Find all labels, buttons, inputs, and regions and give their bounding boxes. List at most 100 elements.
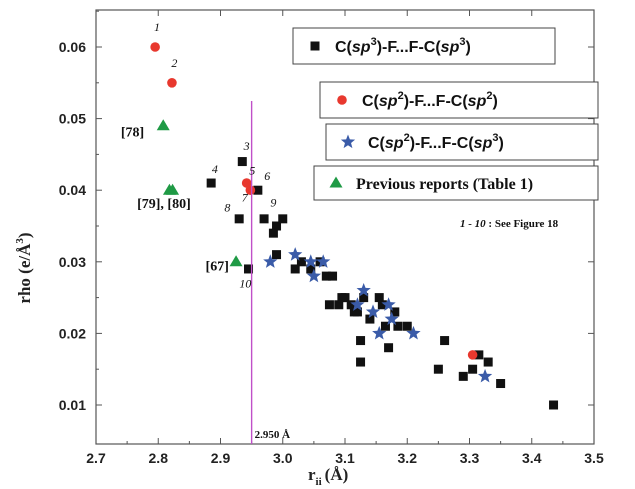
square-point [352,307,362,317]
square-point [278,214,288,224]
y-tick-label: 0.04 [59,182,86,198]
square-point [433,364,443,374]
y-tick-label: 0.01 [59,397,86,413]
legend-entry: Previous reports (Table 1) [313,165,599,201]
square-point [474,350,484,360]
x-tick-label: 3.3 [460,450,480,466]
reference-label: [79], [80] [137,197,191,212]
square-point [328,271,338,281]
star-point [381,297,396,311]
star-point [356,282,371,297]
reference-label: [78] [121,126,144,141]
square-point [390,307,400,317]
square-point [458,371,468,381]
square-point [356,336,366,346]
square-point [324,300,334,310]
tick-labels: 2.7 2.8 2.9 3.0 3.1 3.2 3.3 3.4 3.5 0.01 0.02 0.03 0… [59,39,604,466]
square-point [374,293,384,303]
threshold-line: 2.950 Å [250,101,291,444]
x-axis-title: rii (Å) [308,465,348,488]
square-point [321,271,331,281]
point-number-label: 7 [242,191,249,205]
star-point [406,325,421,340]
x-tick-label: 3.0 [273,450,293,466]
circle-point [167,78,177,88]
x-tick-label: 2.8 [149,450,169,466]
square-point [237,157,247,167]
circle-point [467,350,478,360]
star-point [477,368,493,383]
legend-box [313,165,599,201]
square-point [549,400,559,410]
circle-point [245,185,256,195]
x-tick-label: 3.2 [398,450,418,466]
point-number-label: 5 [249,163,255,177]
star-point [303,254,318,268]
square-point [259,214,269,224]
point-number-label: 8 [224,201,230,215]
y-axis-title: rho (e/Å3) [14,232,34,303]
legend-entry: C(sp3)-F...F-C(sp3) [292,27,556,65]
x-tick-label: 2.7 [86,450,106,466]
legend-box [292,27,556,65]
legend-marker-triangle [329,176,343,188]
point-number-label: 10 [239,277,251,291]
threshold-line-label: 2.950 Å [255,429,291,441]
star-point [316,254,331,268]
x-tick-label: 3.5 [584,450,604,466]
point-number-label: 4 [212,162,218,176]
square-point [356,357,366,367]
x-tick-label: 3.1 [335,450,355,466]
square-point [306,264,316,274]
figure-note: 1 - 10 : See Figure 18 [460,218,559,230]
star-point [372,325,387,340]
circle-point [150,42,160,52]
square-point [483,357,493,367]
reference-label: [67] [206,259,229,274]
legend-entry: C(sp2)-F...F-C(sp2) [319,81,599,119]
square-point [272,221,282,231]
square-point [384,343,394,353]
plot-area-frame [95,9,595,445]
square-point [346,300,356,310]
legend-label: C(sp2)-F...F-C(sp3) [368,132,504,152]
circle-point [241,178,252,188]
square-point [268,228,278,238]
legend-marker-star [340,134,356,149]
x-tick-label: 3.4 [522,450,542,466]
square-point [272,250,282,260]
point-number-label: 3 [243,139,250,153]
triangle-point [229,255,243,267]
legend-label: C(sp3)-F...F-C(sp3) [335,36,471,56]
y-tick-label: 0.02 [59,325,86,341]
legend-box [325,123,599,161]
square-point [380,321,390,331]
legend-label: Previous reports (Table 1) [356,176,533,193]
square-point [377,300,387,310]
y-tick-label: 0.05 [59,111,86,127]
point-number-label: 6 [264,169,270,183]
legend-label: C(sp2)-F...F-C(sp2) [362,90,498,110]
legend-box [319,81,599,119]
square-point [234,214,244,224]
square-point [393,321,403,331]
square-point [468,364,478,374]
star-point [306,268,322,283]
y-tick-label: 0.06 [59,39,86,55]
star-point [288,247,303,261]
y-tick-label: 0.03 [59,254,86,270]
square-point [440,336,450,346]
square-point [496,379,506,389]
legend-marker-square [310,41,320,51]
star-point [384,311,399,326]
legend-entry: C(sp2)-F...F-C(sp3) [325,123,599,161]
legend-marker-circle [337,95,347,105]
star-point [365,304,381,318]
legend: C(sp3)-F...F-C(sp3) C(sp2)-F...F-C(sp2) C(… [292,27,599,201]
square-point [365,314,375,324]
square-point [359,293,369,303]
square-point [340,293,350,303]
data-points [150,42,559,410]
